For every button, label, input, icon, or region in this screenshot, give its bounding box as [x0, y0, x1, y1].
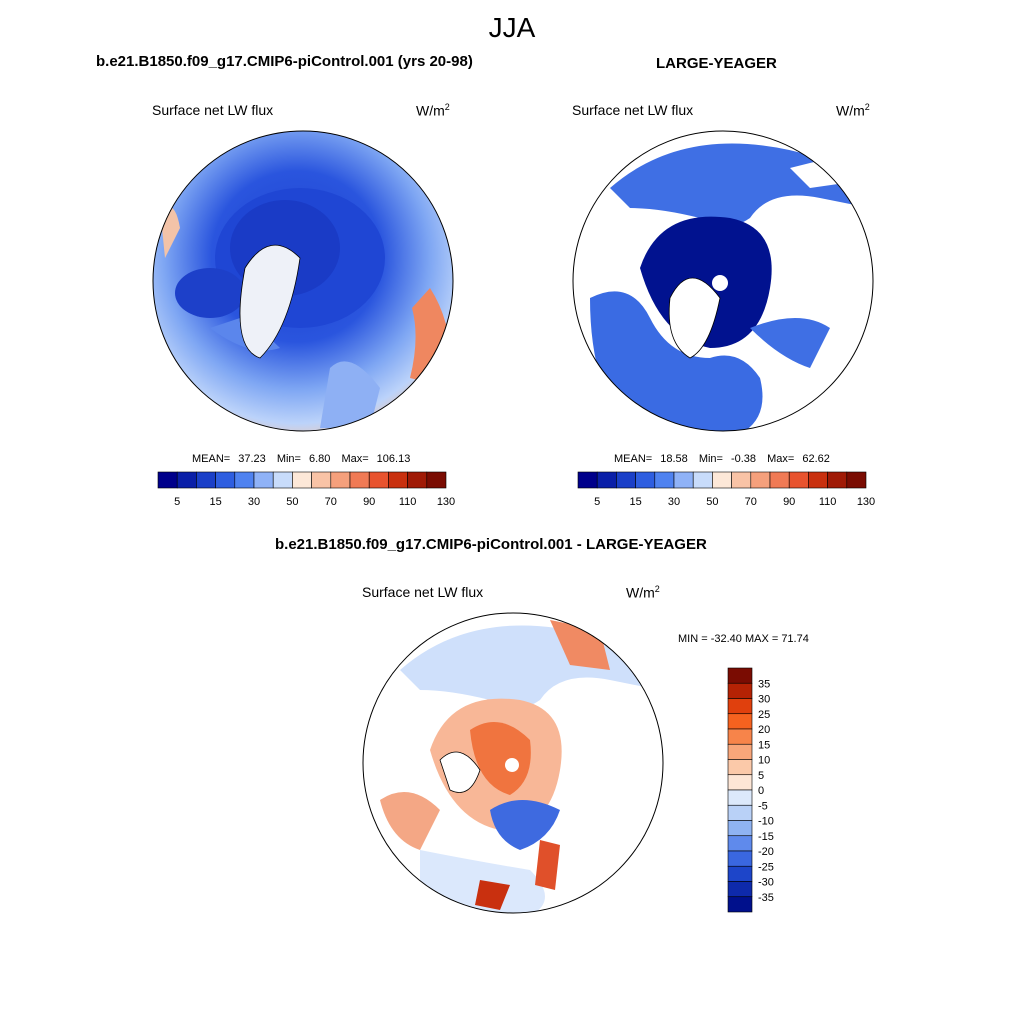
panel-3-colorbar-tick-label: 15 — [758, 739, 770, 751]
panel-3-map-boundary — [362, 612, 664, 914]
panel-2-stats: MEAN= 18.58 Min= -0.38 Max= 62.62 — [614, 453, 830, 465]
panel-2-colorbar-swatch — [788, 471, 809, 489]
panel-1-colorbar-swatch — [311, 471, 332, 489]
panel-3-stats: MIN = -32.40 MAX = 71.74 — [678, 633, 809, 645]
panel-3-variable-label: Surface net LW flux — [362, 584, 484, 600]
panel-2-colorbar-tick-label: 5 — [594, 496, 600, 508]
panel-3-colorbar-swatch — [727, 667, 753, 684]
panel-1-colorbar-swatch — [196, 471, 216, 489]
panel-3-colorbar-swatch — [727, 698, 753, 715]
panel-1-colorbar-swatch — [272, 471, 293, 489]
panel-1-colorbar-swatch — [176, 471, 197, 489]
panel-1-colorbar-tick-label: 130 — [437, 496, 455, 508]
panel-1-colorbar-tick-label: 110 — [399, 496, 417, 508]
panel-3-colorbar-tick-label: -30 — [758, 877, 774, 889]
panel-2-colorbar-swatch — [673, 471, 694, 489]
panel-1-variable-label: Surface net LW flux — [152, 102, 274, 118]
panel-3-colorbar-swatch — [727, 881, 753, 898]
panel-3-colorbar-swatch — [727, 759, 753, 776]
panel-1-colorbar-swatch — [368, 471, 389, 489]
panel-3-colorbar-tick-label: -25 — [758, 861, 774, 873]
panel-2-polar-map — [572, 130, 874, 432]
panel-3-colorbar-swatch — [727, 789, 753, 806]
panel-2-colorbar-tick-label: 70 — [745, 496, 757, 508]
panel-1-colorbar-tick-label: 15 — [209, 496, 221, 508]
panel-2-variable-label: Surface net LW flux — [572, 102, 694, 118]
panel-1-colorbar-swatch — [407, 471, 428, 489]
panel-3-colorbar-swatch — [727, 728, 753, 745]
panel-2-colorbar-tick-label: 30 — [668, 496, 680, 508]
panel-2-case-title: LARGE-YEAGER — [656, 55, 777, 72]
panel-1-colorbar-swatch — [426, 471, 447, 489]
panel-1-colorbar-swatch — [292, 471, 312, 489]
panel-2-colorbar-swatch — [731, 471, 752, 489]
panel-3-colorbar-tick-label: 25 — [758, 709, 770, 721]
figure-title: JJA — [488, 12, 536, 43]
panel-3-colorbar-tick-label: 5 — [758, 770, 764, 782]
panel-1-colorbar-tick-label: 70 — [325, 496, 337, 508]
panel-3-colorbar-swatch — [727, 713, 753, 730]
panel-2-colorbar-swatch — [769, 471, 790, 489]
panel-1-colorbar-swatch — [253, 471, 274, 489]
panel-2-colorbar-tick-label: 50 — [706, 496, 718, 508]
panel-2-colorbar-swatch — [654, 471, 675, 489]
panel-3-colorbar-swatch — [727, 835, 753, 852]
panel-1-units: W/m2 — [416, 102, 450, 119]
panel-1-map-boundary — [152, 130, 454, 432]
panel-2-colorbar-tick-label: 90 — [783, 496, 795, 508]
panel-2-colorbar-swatch — [692, 471, 713, 489]
panel-2-colorbar-tick-label: 110 — [819, 496, 837, 508]
panel-1-colorbar-tick-label: 90 — [363, 496, 375, 508]
panel-2-colorbar-swatch — [635, 471, 656, 489]
panel-2-colorbar-swatch — [616, 471, 636, 489]
panel-2-colorbar-swatch — [808, 471, 828, 489]
panel-2-map-boundary — [572, 130, 874, 432]
panel-1-colorbar: 5 15 30 50 70 90 110 130 — [157, 471, 455, 508]
panel-3-polar-map — [362, 612, 664, 914]
panel-1-colorbar-swatch — [330, 471, 351, 489]
panel-3-colorbar-swatch — [727, 820, 753, 837]
panel-3-colorbar-tick-label: 30 — [758, 694, 770, 706]
panel-3-colorbar-tick-label: 35 — [758, 678, 770, 690]
panel-3-colorbar-tick-label: -35 — [758, 892, 774, 904]
panel-1-colorbar-tick-label: 50 — [286, 496, 298, 508]
panel-1-colorbar-tick-label: 30 — [248, 496, 260, 508]
panel-3-colorbar-swatch — [727, 743, 753, 760]
panel-2-colorbar-swatch — [750, 471, 771, 489]
panel-2-colorbar-swatch — [846, 471, 867, 489]
panel-3-colorbar-tick-label: 20 — [758, 724, 770, 736]
panel-2-colorbar: 5 15 30 50 70 90 110 130 — [577, 471, 875, 508]
panel-2-colorbar-swatch — [712, 471, 732, 489]
panel-3-colorbar-tick-label: -10 — [758, 816, 774, 828]
panel-3-colorbar-tick-label: 0 — [758, 785, 764, 797]
panel-2-colorbar-tick-label: 130 — [857, 496, 875, 508]
panel-1-case-title: b.e21.B1850.f09_g17.CMIP6-piControl.001 … — [96, 53, 473, 70]
panel-3-colorbar-swatch — [727, 774, 753, 791]
panel-2-colorbar-tick-label: 15 — [629, 496, 641, 508]
panel-1-colorbar-tick-label: 5 — [174, 496, 180, 508]
panel-3-colorbar-tick-label: 10 — [758, 755, 770, 767]
panel-1-colorbar-swatch — [388, 471, 408, 489]
panel-3-colorbar: 35 30 25 20 15 10 5 0 -5 -10 -15 -20 -25 -30 -35 — [727, 667, 774, 913]
panel-3-colorbar-swatch — [727, 682, 753, 699]
panel-3-colorbar-swatch — [727, 850, 753, 867]
panel-2-colorbar-swatch — [827, 471, 848, 489]
panel-1-polar-map — [152, 130, 454, 432]
panel-2-colorbar-swatch — [577, 471, 598, 489]
panel-1-colorbar-swatch — [215, 471, 236, 489]
panel-3-units: W/m2 — [626, 584, 660, 601]
panel-3-colorbar-swatch — [727, 896, 753, 913]
panel-1-colorbar-swatch — [234, 471, 255, 489]
panel-1-colorbar-swatch — [349, 471, 370, 489]
panel-3-case-title: b.e21.B1850.f09_g17.CMIP6-piControl.001 … — [275, 536, 707, 553]
panel-3-colorbar-tick-label: -15 — [758, 831, 774, 843]
panel-1-stats: MEAN= 37.23 Min= 6.80 Max= 106.13 — [192, 453, 411, 465]
panel-3-colorbar-tick-label: -5 — [758, 800, 768, 812]
panel-3-colorbar-swatch — [727, 865, 753, 882]
panel-2-units: W/m2 — [836, 102, 870, 119]
panel-3-colorbar-tick-label: -20 — [758, 846, 774, 858]
panel-3-colorbar-swatch — [727, 804, 753, 821]
panel-2-colorbar-swatch — [596, 471, 617, 489]
panel-1-colorbar-swatch — [157, 471, 178, 489]
